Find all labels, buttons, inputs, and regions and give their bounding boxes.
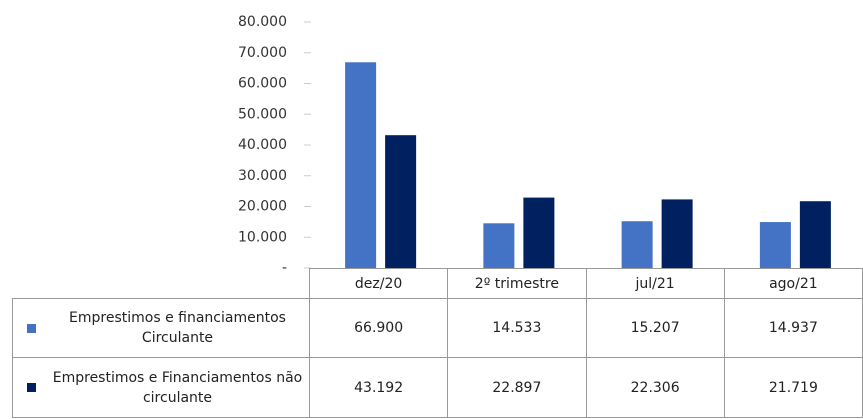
y-tick-label: - [282,260,287,276]
legend-swatch [27,323,36,333]
legend-swatch [27,383,36,392]
bar [661,199,693,268]
y-tick-label: 80.000 [238,14,287,30]
x-tick-label: jul/21 [585,268,725,299]
legend-label: Emprestimos e financiamentos Circulante [69,310,286,346]
data-label: 22.306 [585,357,725,418]
bar [385,135,417,268]
x-tick-label: ago/21 [723,268,863,299]
bar [345,62,377,268]
data-label: 14.533 [447,298,587,358]
y-tick-label: 10.000 [238,229,287,245]
legend-entry: Emprestimos e Financiamentos não circula… [12,357,310,418]
y-tick-label: 70.000 [238,45,287,61]
x-tick-label: 2º trimestre [447,268,587,299]
data-label: 66.900 [309,298,449,358]
data-label: 21.719 [723,357,863,418]
legend-label: Emprestimos e Financiamentos não circula… [52,369,303,406]
data-label: 43.192 [309,357,449,418]
legend-entry: Emprestimos e financiamentos Circulante [12,298,310,358]
bar [483,223,515,268]
bar [523,197,555,268]
y-tick-label: 60.000 [238,76,287,92]
y-tick-label: 50.000 [238,106,287,122]
data-label: 15.207 [585,298,725,358]
bar [621,221,653,268]
y-tick-label: 40.000 [238,137,287,153]
bar [799,201,831,268]
y-tick-label: 30.000 [238,168,287,184]
data-label: 22.897 [447,357,587,418]
data-label: 14.937 [723,298,863,358]
y-tick-label: 20.000 [238,199,287,215]
bar [759,222,791,268]
x-tick-label: dez/20 [309,268,449,299]
